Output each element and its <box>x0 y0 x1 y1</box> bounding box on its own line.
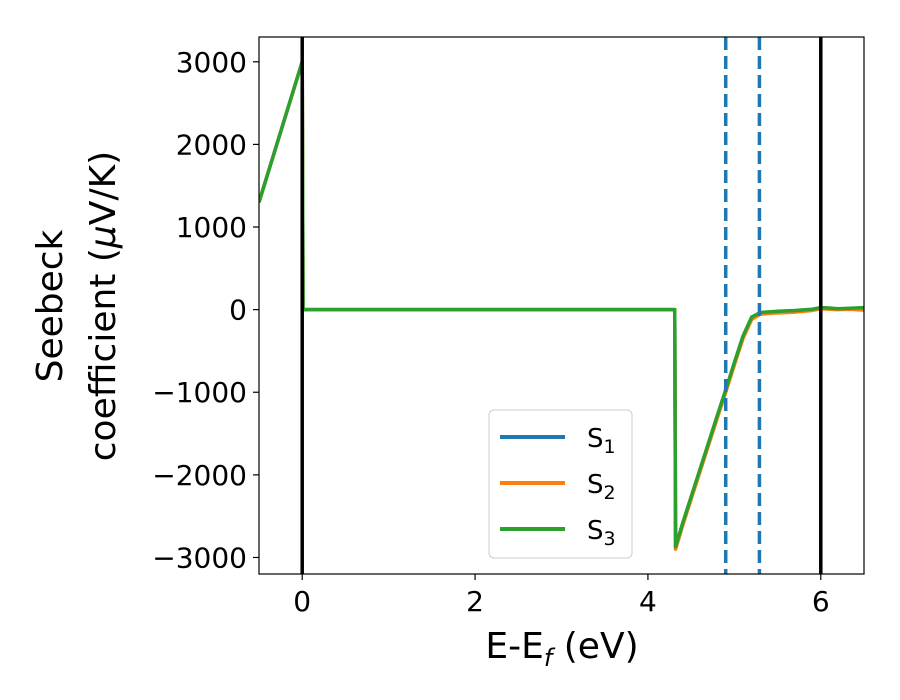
y-tick-label: 1000 <box>176 211 247 244</box>
axes-frame <box>258 36 865 575</box>
y-tick-label: −1000 <box>152 376 247 409</box>
y-tick-label: −3000 <box>152 541 247 574</box>
x-axis-ticks: 0 2 4 6 <box>293 574 830 618</box>
x-tick-label: 0 <box>293 585 311 618</box>
x-axis-label: E-Ef (eV) <box>485 626 638 672</box>
y-axis-ticks: −3000 −2000 −1000 0 1000 2000 3000 <box>152 46 259 574</box>
legend-label-s3-main: S <box>587 516 604 546</box>
legend-label-s3-sub: 3 <box>604 528 616 550</box>
y-axis-label-mu: μ <box>83 225 124 249</box>
y-tick-label: −2000 <box>152 459 247 492</box>
y-axis-label: Seebeck <box>30 229 71 382</box>
x-axis-label-main: E-E <box>485 626 543 667</box>
legend-label-s1-sub: 1 <box>604 436 616 458</box>
y-tick-label: 2000 <box>176 128 247 161</box>
x-tick-label: 2 <box>466 585 484 618</box>
legend-label-s1: S1 <box>587 424 616 458</box>
y-axis-label-line2: coefficient (μV/K) <box>83 151 124 461</box>
y-axis-label-line1: Seebeck <box>30 229 71 382</box>
x-tick-label: 4 <box>639 585 657 618</box>
x-axis-label-tail: (eV) <box>552 626 638 667</box>
legend: S1 S2 S3 <box>488 409 633 559</box>
y-axis-label-line2-group: coefficient (μV/K) <box>83 151 124 461</box>
y-axis-label-suffix: V/K) <box>83 151 124 225</box>
legend-label-s2-main: S <box>587 470 604 500</box>
y-axis-label-prefix: coefficient ( <box>83 248 124 461</box>
legend-label-s1-main: S <box>587 424 604 454</box>
series-line-s3 <box>259 60 864 549</box>
y-tick-label: 0 <box>229 294 247 327</box>
y-tick-label: 3000 <box>176 46 247 79</box>
x-tick-label: 6 <box>812 585 830 618</box>
legend-label-s3: S3 <box>587 516 616 550</box>
legend-label-s2: S2 <box>587 470 616 504</box>
legend-label-s2-sub: 2 <box>604 482 616 504</box>
plot-content <box>259 37 864 574</box>
